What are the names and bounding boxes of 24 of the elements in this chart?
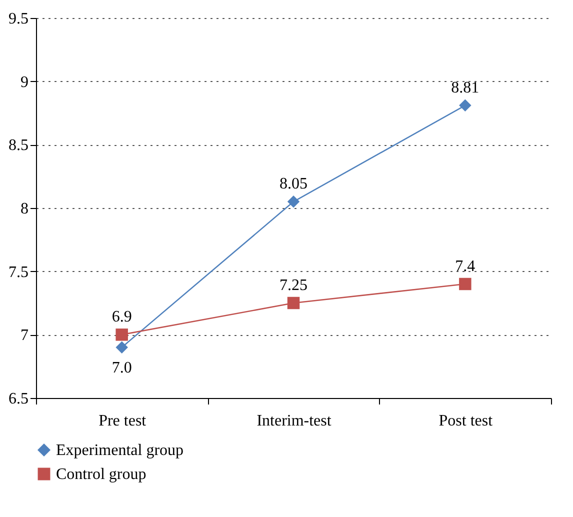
point (116, 328, 128, 341)
annotation: 8.81 (451, 79, 480, 96)
y-tick-label: 9.5 (8, 10, 28, 28)
y-tick-label: 9 (20, 74, 28, 91)
legend-label: Control group (56, 466, 146, 483)
y-tick-label: 7.5 (8, 264, 28, 281)
y-tick-label: 8 (20, 200, 28, 218)
point (287, 296, 300, 310)
x-tick-label: Pre test (98, 412, 147, 430)
y-tick-label: 8.5 (8, 137, 28, 154)
point (459, 99, 472, 112)
x-tick-label: Post test (438, 412, 494, 430)
annotation: 8.05 (280, 176, 308, 193)
point (116, 341, 128, 354)
annotation: 7.25 (280, 277, 308, 294)
point (459, 278, 472, 290)
annotation: 6.9 (112, 308, 132, 326)
y-tick-label: 7 (20, 327, 28, 344)
legend-label: Experimental group (56, 442, 184, 459)
y-tick-label: 6.5 (8, 390, 28, 408)
annotation: 7.0 (112, 359, 132, 376)
point (287, 196, 300, 208)
x-tick-label: Interim-test (256, 412, 332, 430)
annotation: 7.4 (455, 258, 476, 275)
